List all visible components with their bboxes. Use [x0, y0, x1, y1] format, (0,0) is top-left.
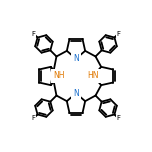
Text: N: N — [73, 54, 79, 63]
Text: F: F — [32, 31, 36, 37]
Text: NH: NH — [53, 71, 64, 81]
Text: F: F — [32, 115, 36, 121]
Text: N: N — [73, 89, 79, 98]
Text: F: F — [116, 31, 120, 37]
Text: HN: HN — [88, 71, 99, 81]
Text: F: F — [116, 115, 120, 121]
